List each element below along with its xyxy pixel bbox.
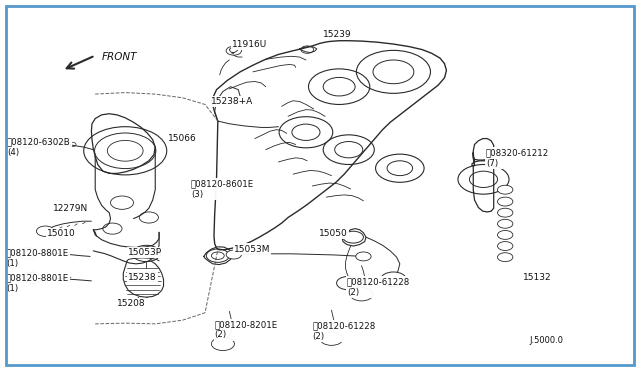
Text: J.5000.0: J.5000.0 <box>529 336 563 346</box>
Circle shape <box>18 137 37 148</box>
Text: Ⓑ08120-61228
(2): Ⓑ08120-61228 (2) <box>347 277 410 296</box>
Text: 11916U: 11916U <box>232 40 267 49</box>
Circle shape <box>350 288 373 301</box>
Text: Ⓑ08120-8801E
(1): Ⓑ08120-8801E (1) <box>6 248 69 268</box>
Circle shape <box>337 276 360 290</box>
Circle shape <box>497 231 513 239</box>
Circle shape <box>497 241 513 250</box>
Text: 15132: 15132 <box>523 273 552 282</box>
Circle shape <box>497 185 513 194</box>
Text: 15238: 15238 <box>129 273 157 282</box>
Text: Ⓑ08120-8801E
(1): Ⓑ08120-8801E (1) <box>6 273 69 293</box>
Text: 15208: 15208 <box>117 299 145 308</box>
Text: 15053M: 15053M <box>234 244 270 253</box>
Text: FRONT: FRONT <box>102 52 137 62</box>
Text: Ⓢ08320-61212
(7): Ⓢ08320-61212 (7) <box>486 148 549 168</box>
Circle shape <box>320 332 343 345</box>
Text: 12279N: 12279N <box>53 205 88 214</box>
Circle shape <box>23 272 42 283</box>
Circle shape <box>36 226 54 236</box>
Circle shape <box>211 337 234 350</box>
Circle shape <box>381 272 406 287</box>
Text: 15066: 15066 <box>168 134 196 143</box>
Text: Ⓑ08120-6302B
(4): Ⓑ08120-6302B (4) <box>7 137 71 157</box>
Circle shape <box>497 219 513 228</box>
Text: 15239: 15239 <box>323 30 352 39</box>
Text: Ⓑ08120-8201E
(2): Ⓑ08120-8201E (2) <box>214 320 278 340</box>
Text: 15053P: 15053P <box>129 248 163 257</box>
Circle shape <box>497 208 513 217</box>
Text: 15238+A: 15238+A <box>211 97 253 106</box>
Text: 15050: 15050 <box>319 229 348 238</box>
Circle shape <box>356 252 371 261</box>
Text: 15010: 15010 <box>47 229 76 238</box>
Text: Ⓑ08120-8601E
(3): Ⓑ08120-8601E (3) <box>191 179 254 199</box>
Circle shape <box>497 253 513 262</box>
Circle shape <box>18 248 37 259</box>
Circle shape <box>497 197 513 206</box>
Text: Ⓑ08120-61228
(2): Ⓑ08120-61228 (2) <box>312 321 376 341</box>
Circle shape <box>226 250 241 259</box>
